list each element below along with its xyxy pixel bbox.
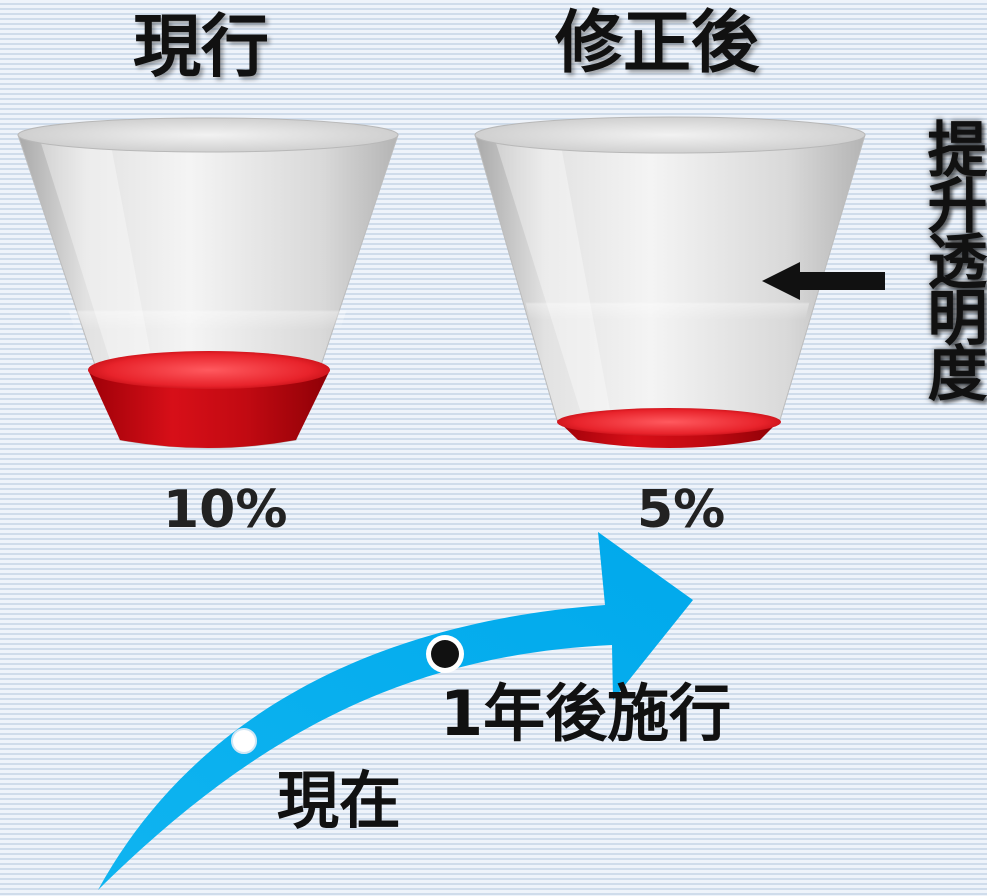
left-cup-liquid xyxy=(88,370,330,448)
right-cup-highlight xyxy=(495,140,610,410)
left-cup-title: 現行 xyxy=(133,8,270,87)
right-cup-rim xyxy=(474,116,866,154)
right-cup xyxy=(474,116,866,448)
left-arrow-icon xyxy=(762,262,885,300)
future-marker xyxy=(431,640,459,668)
right-cup-band xyxy=(520,280,815,320)
right-cup-title: 修正後 xyxy=(555,4,760,83)
right-cup-liquid-surface xyxy=(557,408,781,436)
left-cup-rim xyxy=(17,117,399,153)
left-cup-band xyxy=(60,285,355,330)
left-cup-liquid-surface xyxy=(88,351,330,389)
transparency-annotation: 提升透明度 xyxy=(917,118,987,398)
now-label: 現在 xyxy=(277,764,402,837)
future-label: 1年後施行 xyxy=(440,677,732,750)
right-cup-percent: 5% xyxy=(637,480,726,540)
left-cup xyxy=(17,117,399,449)
now-marker xyxy=(231,728,257,754)
timeline-arrow xyxy=(98,532,693,890)
left-cup-percent: 10% xyxy=(163,480,288,540)
timeline-arrow-shape xyxy=(98,532,693,890)
